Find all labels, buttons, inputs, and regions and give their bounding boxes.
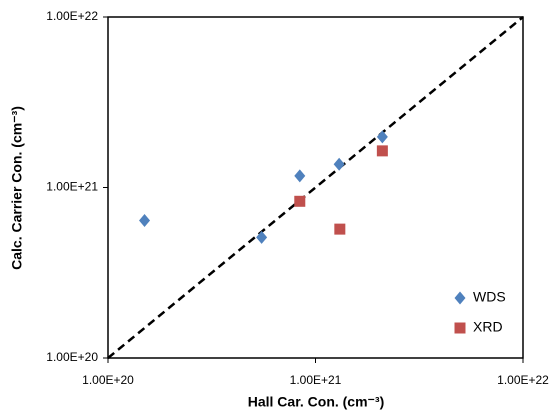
y-axis-title: Calc. Carrier Con. (cm⁻³) xyxy=(9,106,25,270)
y-tick-label: 1.00E+20 xyxy=(46,350,98,364)
legend-text: XRD xyxy=(473,319,503,335)
legend-marker xyxy=(454,291,466,305)
point xyxy=(333,157,345,171)
point xyxy=(256,230,268,244)
x-tick-label: 1.00E+22 xyxy=(497,373,549,387)
point xyxy=(376,130,388,144)
point xyxy=(294,169,306,183)
y-tick-label: 1.00E+22 xyxy=(46,9,98,23)
point xyxy=(294,195,306,207)
legend-text: WDS xyxy=(473,289,506,305)
point xyxy=(139,214,151,228)
parity-line xyxy=(107,16,524,359)
y-tick-label: 1.00E+21 xyxy=(46,180,98,194)
x-axis-title: Hall Car. Con. (cm⁻³) xyxy=(248,394,385,410)
point xyxy=(376,145,388,157)
x-tick-label: 1.00E+21 xyxy=(290,373,342,387)
x-tick-label: 1.00E+20 xyxy=(82,373,134,387)
legend-marker xyxy=(454,322,466,334)
point xyxy=(334,223,346,235)
